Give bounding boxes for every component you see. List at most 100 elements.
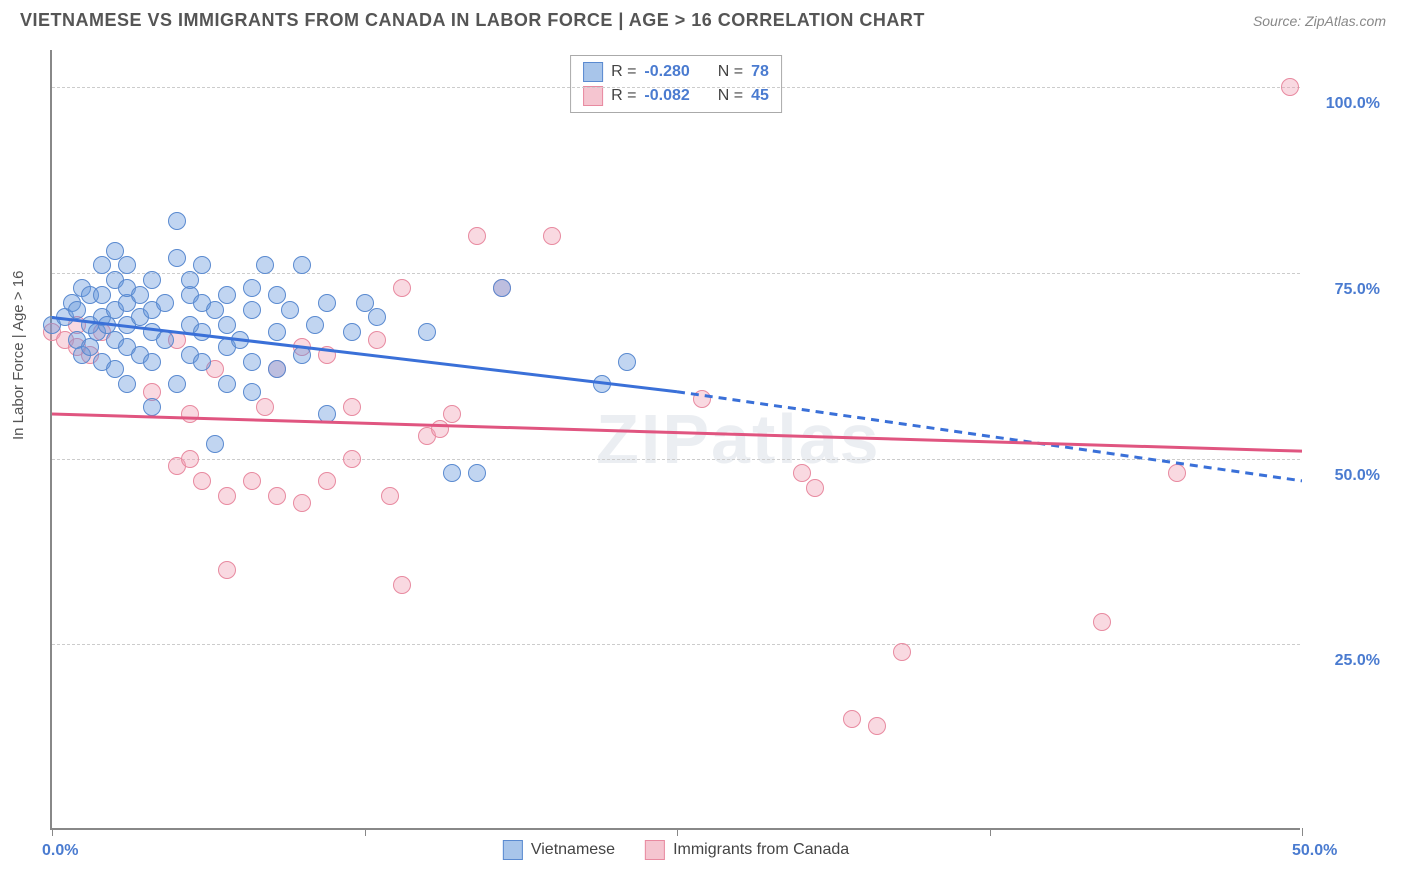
scatter-point-vietnamese [593,375,611,393]
scatter-point-canada [218,561,236,579]
scatter-point-canada [181,450,199,468]
gridline [52,273,1300,274]
scatter-point-vietnamese [293,256,311,274]
scatter-point-canada [868,717,886,735]
scatter-point-vietnamese [418,323,436,341]
scatter-point-canada [1093,613,1111,631]
stat-n-label: N = [718,87,743,105]
scatter-point-canada [181,405,199,423]
series-legend: Vietnamese Immigrants from Canada [503,840,849,860]
stat-r-label: R = [611,87,636,105]
scatter-point-vietnamese [168,249,186,267]
scatter-point-vietnamese [243,301,261,319]
scatter-point-vietnamese [193,256,211,274]
scatter-point-vietnamese [193,323,211,341]
scatter-point-canada [393,576,411,594]
y-tick-label: 25.0% [1335,652,1380,670]
scatter-point-vietnamese [143,398,161,416]
scatter-point-vietnamese [118,256,136,274]
stat-r-label: R = [611,63,636,81]
x-tick-label: 0.0% [42,842,78,860]
scatter-point-canada [393,279,411,297]
scatter-point-canada [381,487,399,505]
stat-n-label: N = [718,63,743,81]
legend-item-canada: Immigrants from Canada [645,840,849,860]
x-tick [990,828,991,836]
x-tick-label: 50.0% [1292,842,1337,860]
scatter-point-canada [318,472,336,490]
x-tick [677,828,678,836]
scatter-point-vietnamese [218,286,236,304]
scatter-point-vietnamese [368,308,386,326]
scatter-point-vietnamese [168,212,186,230]
scatter-point-vietnamese [206,435,224,453]
stats-row-vietnamese: R = -0.280 N = 78 [583,60,769,84]
scatter-point-canada [193,472,211,490]
scatter-point-canada [793,464,811,482]
scatter-point-canada [806,479,824,497]
scatter-point-canada [1281,78,1299,96]
scatter-point-vietnamese [218,375,236,393]
stat-r-value: -0.082 [644,87,689,105]
scatter-point-vietnamese [268,360,286,378]
scatter-point-vietnamese [493,279,511,297]
scatter-point-canada [318,346,336,364]
correlation-stats-box: R = -0.280 N = 78 R = -0.082 N = 45 [570,55,782,113]
scatter-point-canada [468,227,486,245]
legend-label: Vietnamese [531,841,615,859]
scatter-point-canada [443,405,461,423]
scatter-point-canada [843,710,861,728]
scatter-point-canada [243,472,261,490]
scatter-point-vietnamese [156,294,174,312]
stat-n-value: 78 [751,63,769,81]
scatter-point-vietnamese [131,286,149,304]
scatter-point-canada [431,420,449,438]
y-tick-label: 75.0% [1335,281,1380,299]
scatter-point-vietnamese [193,353,211,371]
chart-title: VIETNAMESE VS IMMIGRANTS FROM CANADA IN … [20,10,925,31]
swatch-vietnamese [583,62,603,82]
scatter-point-vietnamese [93,286,111,304]
scatter-point-canada [368,331,386,349]
scatter-point-vietnamese [118,375,136,393]
y-tick-label: 100.0% [1326,95,1380,113]
scatter-point-vietnamese [106,360,124,378]
scatter-point-canada [543,227,561,245]
scatter-point-vietnamese [281,301,299,319]
scatter-point-vietnamese [68,301,86,319]
scatter-point-canada [343,398,361,416]
swatch-canada [583,86,603,106]
scatter-point-vietnamese [256,256,274,274]
scatter-point-vietnamese [143,271,161,289]
scatter-point-vietnamese [181,271,199,289]
y-tick-label: 50.0% [1335,467,1380,485]
scatter-point-vietnamese [318,294,336,312]
legend-label: Immigrants from Canada [673,841,849,859]
x-tick [365,828,366,836]
scatter-point-vietnamese [293,346,311,364]
scatter-point-vietnamese [243,279,261,297]
scatter-point-canada [1168,464,1186,482]
scatter-point-vietnamese [356,294,374,312]
scatter-point-vietnamese [343,323,361,341]
scatter-point-vietnamese [218,316,236,334]
scatter-point-canada [268,487,286,505]
scatter-point-vietnamese [106,242,124,260]
legend-swatch-canada [645,840,665,860]
stat-r-value: -0.280 [644,63,689,81]
scatter-point-vietnamese [243,353,261,371]
scatter-point-vietnamese [93,256,111,274]
stat-n-value: 45 [751,87,769,105]
x-tick [1302,828,1303,836]
scatter-point-canada [256,398,274,416]
legend-item-vietnamese: Vietnamese [503,840,615,860]
scatter-point-vietnamese [268,323,286,341]
scatter-point-vietnamese [443,464,461,482]
scatter-point-vietnamese [231,331,249,349]
chart-plot-area: ZIPatlas R =-0.280N =78R =-0.082N =45 Vi… [50,50,1300,830]
scatter-point-vietnamese [143,353,161,371]
legend-swatch-vietnamese [503,840,523,860]
watermark-text: ZIPatlas [596,399,880,479]
x-tick [52,828,53,836]
scatter-point-vietnamese [306,316,324,334]
